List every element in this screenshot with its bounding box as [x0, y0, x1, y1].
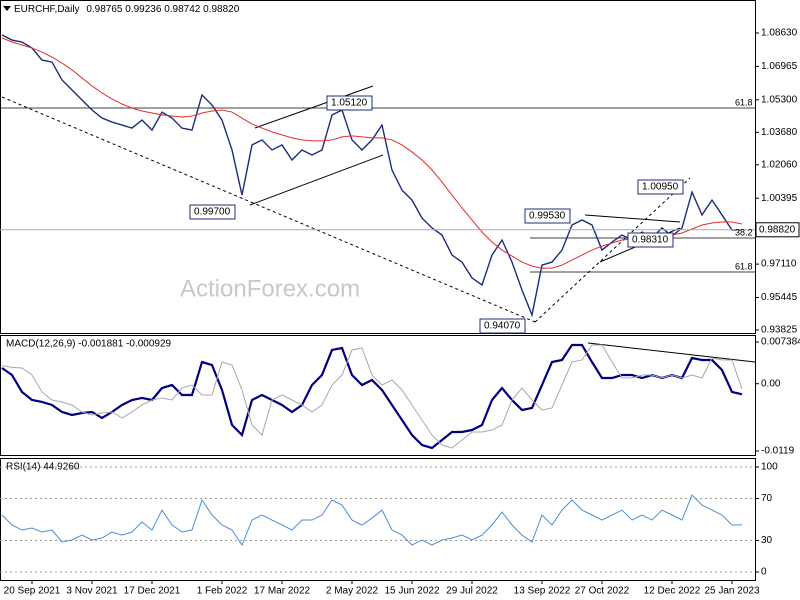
trend-line	[534, 177, 691, 323]
annotation: 61.8	[735, 261, 753, 271]
x-tick-label: 12 Dec 2022	[644, 586, 701, 597]
annotation: 0.99700	[194, 207, 231, 218]
rsi-title: RSI(14) 44.9260	[6, 462, 80, 473]
x-tick-label: 1 Feb 2022	[197, 586, 248, 597]
price-panel-frame	[0, 0, 756, 334]
y-tick-label: 0.97110	[761, 259, 797, 270]
annotation-box	[627, 232, 674, 248]
x-tick-label: 2 May 2022	[326, 586, 379, 597]
y-tick-label: 100	[761, 462, 778, 473]
annotation: 1.00950	[642, 182, 679, 193]
current-price-box	[755, 222, 800, 238]
annotation: 38.2	[735, 227, 753, 237]
series-line	[1, 343, 743, 450]
channel-line	[249, 154, 384, 206]
current-price-label: 0.98820	[759, 224, 796, 235]
y-tick-label: 30	[761, 535, 773, 546]
channel-line	[254, 85, 374, 129]
y-tick-label: 0.00	[761, 378, 781, 389]
watermark: ActionForex.com	[180, 275, 360, 302]
y-tick-label: 0.95445	[761, 292, 798, 303]
macd-title: MACD(12,26,9) -0.001881 -0.000929	[6, 339, 172, 350]
rsi-panel-frame	[0, 458, 756, 581]
y-tick-label: 0	[761, 567, 767, 578]
symbol: EURCHF,Daily	[14, 4, 80, 15]
x-tick-label: 25 Jan 2023	[704, 586, 759, 597]
divergence-line	[587, 342, 756, 363]
x-tick-label: 15 Jun 2022	[384, 586, 439, 597]
ohlc: 0.98765 0.99236 0.98742 0.98820	[86, 4, 239, 15]
triangle-line	[584, 214, 681, 223]
annotation-box	[637, 179, 684, 195]
annotation: 0.99530	[529, 211, 566, 222]
x-tick-label: 29 Jul 2022	[446, 586, 498, 597]
trend-line	[1, 96, 536, 323]
y-tick-label: 1.06965	[761, 61, 798, 72]
y-tick-label: 1.05300	[761, 94, 798, 105]
y-tick-label: 1.02060	[761, 159, 798, 170]
series-line	[1, 344, 743, 449]
y-tick-label: 1.08630	[761, 28, 798, 39]
annotation: 1.05120	[331, 98, 368, 109]
annotation: 61.8	[735, 97, 753, 107]
annotation: 0.94070	[484, 321, 521, 332]
annotation-box	[326, 95, 373, 111]
series-line	[1, 37, 743, 269]
x-tick-label: 17 Dec 2021	[124, 586, 181, 597]
x-tick-label: 20 Sep 2021	[4, 586, 61, 597]
x-tick-label: 3 Nov 2021	[66, 586, 118, 597]
annotation: 0.98310	[632, 235, 669, 246]
x-tick-label: 27 Oct 2022	[575, 586, 630, 597]
annotation-box	[524, 208, 571, 224]
y-tick-label: 1.03680	[761, 127, 798, 138]
macd-panel-frame	[0, 335, 756, 456]
chart-title: EURCHF,Daily 0.98765 0.99236 0.98742 0.9…	[14, 4, 240, 15]
y-tick-label: 0.93825	[761, 325, 798, 336]
y-tick-label: 70	[761, 493, 773, 504]
series-line	[1, 494, 743, 547]
menu-arrow[interactable]	[3, 6, 11, 11]
annotation-box	[479, 318, 526, 334]
series-line	[1, 34, 743, 318]
annotation-box	[189, 204, 236, 220]
y-tick-label: -0.0119	[761, 446, 795, 457]
x-tick-label: 17 Mar 2022	[254, 586, 311, 597]
y-tick-label: 1.00395	[761, 193, 798, 204]
x-tick-label: 13 Sep 2022	[514, 586, 571, 597]
y-tick-label: 0.007384	[761, 337, 800, 348]
